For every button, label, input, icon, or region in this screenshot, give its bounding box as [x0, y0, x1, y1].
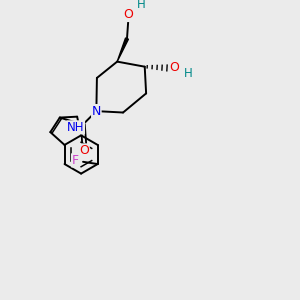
Text: NH: NH [67, 121, 85, 134]
Text: F: F [72, 154, 79, 167]
Text: H: H [184, 67, 193, 80]
Text: H: H [137, 0, 146, 11]
Polygon shape [117, 38, 128, 62]
Text: O: O [79, 144, 89, 157]
Text: O: O [169, 61, 179, 74]
Text: O: O [124, 8, 133, 21]
Text: N: N [92, 105, 101, 118]
